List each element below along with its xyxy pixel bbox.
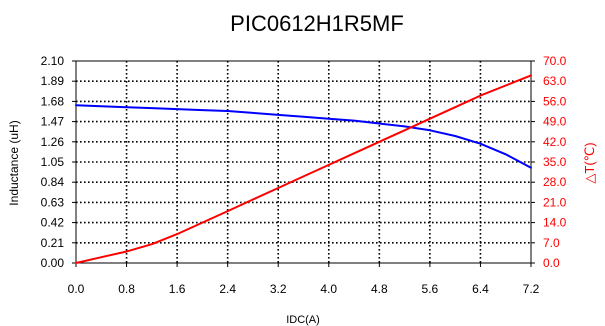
x-tick-label: 0.0 [68,282,85,296]
left-tick-label: 0.84 [41,175,65,189]
y-axis-label-right: △T(℃) [582,142,597,183]
x-axis-label: IDC(A) [286,314,320,326]
inductance-line [75,104,532,169]
right-tick-label: 28.0 [543,175,567,189]
right-axis-ticks: 0.0 7.0 14.0 21.0 28.0 35.0 42.0 49.0 56.0 63.0 70… [531,54,567,270]
left-tick-label: 0.00 [41,256,65,270]
x-tick-label: 4.8 [371,282,388,296]
left-axis-ticks: 0.00 0.21 0.42 0.63 0.84 1.05 1.26 1.47 1.68 1.89… [41,54,76,270]
right-tick-label: 42.0 [543,135,567,149]
series-layer [75,74,532,264]
left-tick-label: 1.89 [41,74,65,88]
right-tick-label: 49.0 [543,115,567,129]
right-tick-label: 0.0 [543,256,560,270]
chart-title: PIC0612H1R5MF [230,11,404,36]
x-tick-label: 4.0 [320,282,337,296]
left-tick-label: 0.63 [41,195,65,209]
right-tick-label: 7.0 [543,236,560,250]
left-tick-label: 2.10 [41,54,65,68]
left-tick-label: 1.47 [41,115,65,129]
x-axis-ticks: 0.0 0.8 1.6 2.4 3.2 4.0 4.8 5.6 6.4 7.2 [68,263,540,296]
right-tick-label: 35.0 [543,155,567,169]
left-tick-label: 0.21 [41,236,65,250]
x-tick-label: 3.2 [270,282,287,296]
x-tick-label: 6.4 [472,282,489,296]
left-tick-label: 1.68 [41,94,65,108]
right-tick-label: 70.0 [543,54,567,68]
right-tick-label: 63.0 [543,74,567,88]
right-tick-label: 14.0 [543,216,567,230]
right-tick-label: 56.0 [543,94,567,108]
right-tick-label: 21.0 [543,195,567,209]
y-axis-label-left: Inductance (uH) [7,120,21,205]
left-tick-label: 1.26 [41,135,65,149]
x-tick-label: 2.4 [219,282,236,296]
left-tick-label: 0.42 [41,216,65,230]
x-tick-label: 7.2 [523,282,540,296]
left-tick-label: 1.05 [41,155,65,169]
temperature-rise-line [75,74,532,264]
x-tick-label: 1.6 [169,282,186,296]
grid [76,61,531,263]
x-tick-label: 5.6 [422,282,439,296]
x-tick-label: 0.8 [118,282,135,296]
